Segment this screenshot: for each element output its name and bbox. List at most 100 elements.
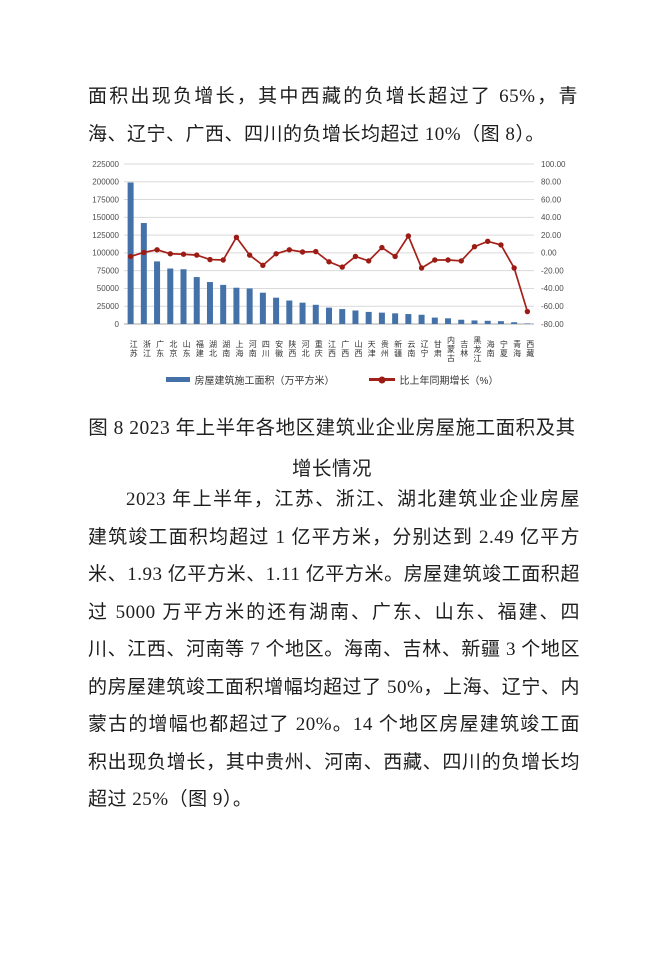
growth-line [130, 234, 529, 312]
x-label-西藏: 西藏 [525, 340, 535, 358]
marker-山东 [180, 251, 187, 257]
marker-贵州 [379, 244, 385, 251]
bar-青海 [511, 322, 518, 324]
legend-line-label: 比上年同期增长（%） [399, 376, 499, 387]
x-label-贵州: 贵州 [380, 340, 390, 358]
left-axis-tick-label: 0 [115, 320, 120, 329]
bar-黑龙江 [471, 320, 478, 324]
x-axis-labels: 江苏 浙江 广东 北京 山东 福建 湖北 湖南 上海 河南 四川 安徽 陕西 河北 重庆 江西 广西 山西 天津 贵州… [124, 334, 535, 364]
bar-series-swatch [165, 377, 190, 382]
bar-福建 [193, 277, 200, 324]
x-label-江苏: 江苏 [129, 340, 139, 358]
left-axis-tick-label: 50000 [97, 284, 120, 293]
x-label-河北: 河北 [301, 340, 311, 358]
right-axis-tick-label: -60.00 [541, 302, 564, 311]
marker-辽宁 [418, 265, 425, 271]
right-axis-tick-label: 20.00 [541, 231, 562, 240]
x-label-海南: 海南 [486, 340, 496, 358]
left-axis-tick-label: 175000 [92, 195, 119, 204]
bar-广东 [154, 261, 161, 324]
left-axis-tick-label: 25000 [97, 302, 120, 311]
x-label-湖南: 湖南 [221, 340, 231, 358]
x-label-天津: 天津 [367, 340, 377, 358]
x-label-上海: 上海 [234, 340, 244, 358]
marker-北京 [167, 251, 173, 257]
right-axis-tick-label: -20.00 [541, 266, 564, 275]
marker-云南 [405, 233, 412, 239]
marker-江西 [326, 259, 332, 265]
right-axis-tick-label: -80.00 [541, 320, 564, 329]
body-paragraph: 2023 年上半年，江苏、浙江、湖北建筑业企业房屋建筑竣工面积均超过 1 亿平方… [88, 489, 580, 810]
right-axis-tick-label: -40.00 [541, 284, 564, 293]
left-axis-tick-label: 125000 [92, 231, 119, 240]
x-label-陕西: 陕西 [287, 340, 297, 358]
x-label-宁夏: 宁夏 [499, 340, 509, 358]
bar-吉林 [458, 319, 465, 324]
marker-新疆 [392, 253, 398, 260]
marker-湖南 [220, 257, 226, 263]
x-label-北京: 北京 [168, 340, 178, 358]
bar-云南 [405, 314, 412, 324]
x-label-内蒙古: 内蒙古 [446, 335, 456, 363]
marker-湖北 [207, 256, 213, 263]
marker-安徽 [273, 251, 279, 257]
left-axis-tick-label: 200000 [92, 178, 119, 187]
x-label-浙江: 浙江 [142, 340, 152, 358]
chart-legend: 房屋建筑施工面积（万平方米） 比上年同期增长（%） [84, 372, 580, 387]
marker-宁夏 [498, 242, 504, 248]
x-label-甘肃: 甘肃 [433, 340, 443, 358]
marker-上海 [233, 234, 240, 241]
marker-黑龙江 [471, 243, 478, 250]
chart-plot-area: 225000 100.00 200000 80.00 175000 60.00 150000… [92, 160, 566, 329]
x-label-山西: 山西 [353, 340, 363, 358]
marker-江苏 [127, 253, 134, 260]
bar-贵州 [378, 312, 385, 324]
marker-陕西 [286, 247, 293, 253]
bar-湖北 [206, 282, 213, 324]
marker-四川 [260, 262, 266, 269]
x-label-新疆: 新疆 [393, 340, 403, 358]
x-label-黑龙江: 黑龙江 [472, 335, 482, 363]
bar-江苏 [127, 182, 134, 324]
bar-湖南 [220, 284, 227, 324]
bar-甘肃 [431, 317, 438, 324]
marker-甘肃 [432, 257, 438, 263]
bar-天津 [365, 311, 372, 324]
left-axis-tick-label: 100000 [92, 249, 119, 258]
x-label-广西: 广西 [340, 340, 350, 358]
bar-广西 [339, 309, 346, 324]
x-label-山东: 山东 [182, 340, 192, 358]
x-label-吉林: 吉林 [459, 340, 469, 358]
marker-吉林 [458, 258, 464, 264]
bar-北京 [167, 268, 174, 324]
bar-新疆 [392, 313, 399, 324]
bar-宁夏 [497, 321, 504, 324]
x-label-重庆: 重庆 [314, 340, 324, 358]
bar-安徽 [273, 297, 280, 324]
intro-paragraph: 面积出现负增长，其中西藏的负增长超过了 65%，青海、辽宁、广西、四川的负增长均… [88, 86, 578, 145]
line-marker-dot [378, 376, 386, 383]
bar-海南 [484, 320, 491, 324]
marker-山西 [352, 253, 359, 260]
right-axis-tick-label: 80.00 [541, 178, 562, 187]
right-axis-tick-label: 0.00 [541, 249, 557, 258]
marker-重庆 [313, 248, 319, 255]
marker-河南 [246, 252, 253, 258]
right-axis-tick-label: 60.00 [541, 195, 562, 204]
x-label-福建: 福建 [195, 340, 205, 358]
figure8-chart: 225000 100.00 200000 80.00 175000 60.00 150000… [84, 158, 580, 387]
bar-西藏 [524, 323, 531, 324]
marker-河北 [299, 249, 306, 255]
x-label-云南: 云南 [406, 340, 416, 358]
x-label-安徽: 安徽 [274, 340, 284, 358]
bar-陕西 [286, 300, 293, 324]
legend-bar-label: 房屋建筑施工面积（万平方米） [194, 376, 335, 387]
x-label-江西: 江西 [327, 340, 337, 358]
marker-海南 [485, 238, 491, 245]
bar-辽宁 [418, 314, 425, 324]
bar-内蒙古 [445, 318, 452, 324]
legend-item-line: 比上年同期增长（%） [368, 372, 499, 387]
bar-上海 [233, 287, 240, 324]
bar-山东 [180, 269, 187, 324]
